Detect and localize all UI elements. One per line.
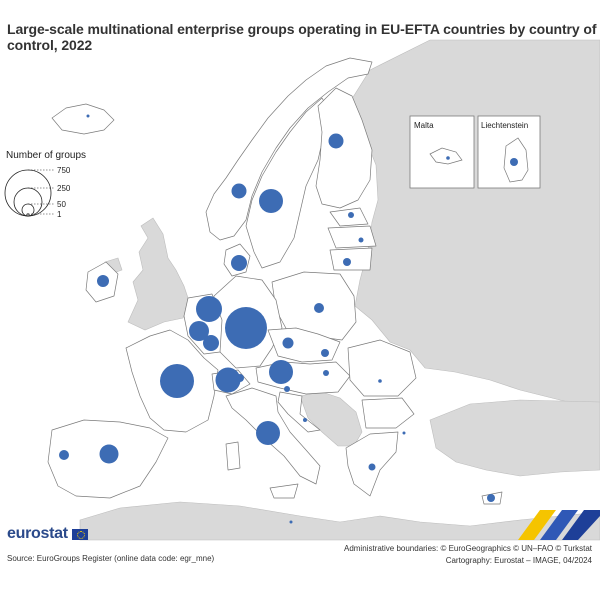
bubble-denmark	[231, 255, 247, 271]
lithuania	[329, 247, 373, 271]
bubble-bulgaria	[402, 431, 406, 435]
bubble-liechtenstein-main	[236, 374, 244, 382]
bubble-estonia	[348, 212, 354, 218]
north-africa	[79, 501, 600, 541]
inset-liechtenstein-label: Liechtenstein	[481, 121, 528, 130]
bubble-netherlands	[196, 296, 222, 322]
bubble-belgium	[189, 321, 209, 341]
inset-malta-label: Malta	[414, 121, 434, 130]
latvia	[327, 225, 377, 249]
bubble-croatia	[303, 418, 307, 422]
bubble-malta-inset	[446, 156, 450, 160]
credits: Administrative boundaries: © EuroGeograp…	[344, 543, 592, 567]
bubble-italy	[256, 421, 280, 445]
legend: 750 250 50 1	[4, 166, 71, 219]
inset-liechtenstein: Liechtenstein	[477, 115, 541, 189]
bubble-poland	[314, 303, 324, 313]
bubble-latvia	[358, 237, 364, 243]
romania	[347, 339, 417, 397]
bubble-austria	[269, 360, 293, 384]
bubble-portugal	[59, 450, 69, 460]
map-title: Large-scale multinational enterprise gro…	[7, 21, 597, 53]
credits-line-1: Administrative boundaries: © EuroGeograp…	[343, 544, 592, 553]
legend-label-1: 1	[57, 210, 62, 219]
bubble-ireland	[97, 275, 109, 287]
source-note: Source: EuroGroups Register (online data…	[7, 554, 215, 563]
eurostat-logo: eurostat	[7, 525, 88, 543]
bubble-finland	[328, 133, 344, 149]
bubble-france	[160, 364, 194, 398]
bubbles	[59, 114, 518, 524]
uk-landmass	[127, 217, 191, 331]
legend-circle-250	[13, 187, 43, 217]
turkey-landmass	[429, 399, 600, 477]
croatia-slovenia	[277, 391, 321, 433]
iceland	[51, 103, 115, 135]
bubble-romania	[378, 379, 382, 383]
legend-label-750: 750	[57, 166, 71, 175]
legend-label-250: 250	[57, 184, 71, 193]
legend-label-50: 50	[57, 200, 66, 209]
eu-flag-icon	[71, 528, 88, 540]
austria-hungary	[255, 361, 351, 395]
inset-malta: Malta	[409, 115, 475, 189]
bubble-liechtenstein-inset	[510, 158, 518, 166]
credits-line-2: Cartography: Eurostat – IMAGE, 04/2024	[445, 556, 592, 565]
bubble-slovenia	[284, 386, 290, 392]
legend-circle-750	[4, 169, 52, 217]
bubble-malta-main	[289, 520, 293, 524]
bubble-slovakia	[321, 349, 329, 357]
bubble-spain	[99, 444, 119, 464]
poland	[271, 271, 357, 341]
corner-decoration	[518, 510, 600, 540]
sicily	[269, 483, 299, 499]
bulgaria	[361, 397, 415, 429]
finland	[315, 87, 373, 209]
norway	[205, 57, 373, 241]
sardinia	[225, 441, 241, 471]
bubble-czechia	[282, 337, 294, 349]
bubble-cyprus	[487, 494, 495, 502]
bubble-iceland	[86, 114, 90, 118]
balkans-nonmember	[299, 391, 363, 447]
bubble-greece	[368, 463, 376, 471]
bubble-sweden	[259, 189, 283, 213]
bubble-hungary	[323, 370, 329, 376]
bubble-germany	[225, 307, 267, 349]
logo-text: eurostat	[7, 525, 68, 542]
bubble-norway	[231, 183, 247, 199]
bubble-luxembourg	[203, 335, 219, 351]
legend-title: Number of groups	[6, 150, 87, 161]
bubble-lithuania	[343, 258, 351, 266]
bubble-switzerland	[215, 367, 241, 393]
